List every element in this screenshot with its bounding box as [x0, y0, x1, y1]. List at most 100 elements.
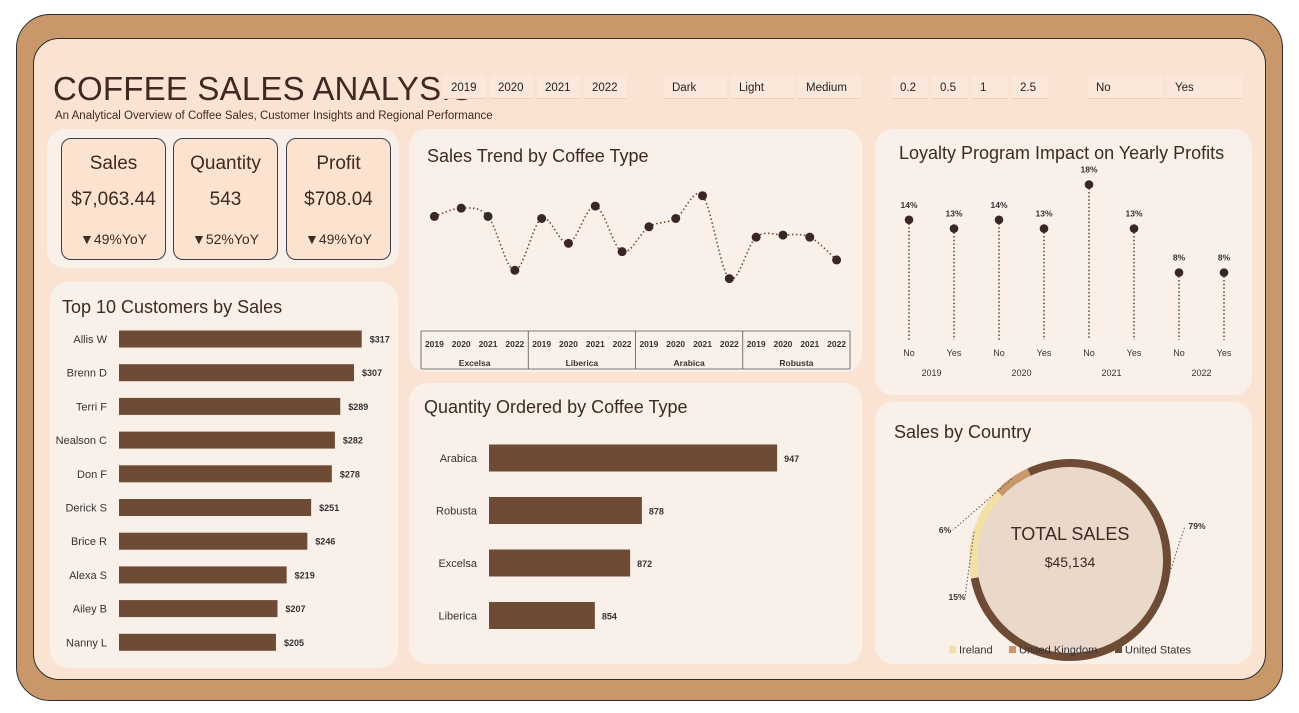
donut-slice	[996, 468, 1031, 497]
quantity-value-label: 872	[637, 559, 652, 569]
slicer-size-2-5[interactable]: 2.5	[1012, 75, 1048, 99]
donut-center-value: $45,134	[1045, 554, 1096, 570]
slicer-size-0-5[interactable]: 0.5	[932, 75, 968, 99]
quantity-bar	[489, 444, 778, 472]
slicer-size-0-2[interactable]: 0.2	[892, 75, 928, 99]
slicer-year-2021[interactable]: 2021	[537, 75, 580, 99]
customer-bar	[119, 330, 362, 348]
trend-year-tick: 2020	[559, 339, 578, 349]
loyalty-year-label: 2020	[1011, 368, 1031, 378]
quantity-bar	[489, 549, 631, 577]
slicer-year-2020[interactable]: 2020	[490, 75, 533, 99]
customer-name-label: Allis W	[73, 334, 107, 346]
kpi-card-profit: Profit $708.04 ▼49%YoY	[286, 138, 391, 260]
trend-year-tick: 2020	[666, 339, 685, 349]
slicer-loyalty-yes[interactable]: Yes	[1167, 75, 1242, 99]
customer-bar	[119, 364, 355, 382]
country-chart: TOTAL SALES $45,134 15% 6% 79% Ireland United …	[939, 459, 1206, 661]
kpi-value: $7,063.44	[71, 189, 156, 210]
donut-value-label: 79%	[1188, 521, 1205, 531]
quantity-chart: Arabica 947 Robusta 878 Excelsa 872 Liberica 85…	[436, 444, 799, 629]
trend-point	[510, 265, 520, 275]
trend-group-label: Arabica	[674, 358, 705, 368]
customer-name-label: Alexa S	[69, 570, 107, 582]
kpi-value: 543	[209, 189, 242, 210]
trend-year-tick: 2021	[479, 339, 498, 349]
loyalty-chart: 14% No 13% Yes 14% No 13% Yes 18% No 13% Yes 8% No 8% Y…	[900, 165, 1231, 378]
donut-center	[977, 467, 1163, 653]
customer-bar	[119, 431, 335, 449]
trend-year-tick: 2021	[800, 339, 819, 349]
trend-point	[698, 191, 708, 201]
donut-leader-line	[952, 478, 1012, 531]
loyalty-value-label: 13%	[1035, 209, 1052, 219]
trend-point	[563, 238, 573, 248]
quantity-value-label: 878	[649, 507, 664, 517]
customer-name-label: Nealson C	[56, 435, 107, 447]
slicer-size-1[interactable]: 1	[972, 75, 1008, 99]
kpi-label: Quantity	[190, 153, 261, 174]
trend-year-tick: 2020	[774, 339, 793, 349]
trend-year-tick: 2022	[505, 339, 524, 349]
kpi-value: $708.04	[304, 189, 373, 210]
page-title: COFFEE SALES ANALYSIS	[53, 70, 473, 107]
trend-point	[751, 232, 761, 242]
loyalty-category-tick: Yes	[947, 348, 962, 358]
quantity-bar	[489, 497, 642, 524]
customer-value-label: $251	[319, 503, 339, 513]
slicer-roast-dark[interactable]: Dark	[664, 75, 727, 99]
customer-value-label: $205	[284, 638, 304, 648]
sales-trend-line	[434, 192, 838, 281]
customer-value-label: $246	[315, 537, 335, 547]
coffee-type-label: Liberica	[438, 611, 477, 623]
loyalty-category-tick: No	[903, 348, 915, 358]
donut-value-label: 6%	[939, 525, 952, 535]
slicer-roast-light[interactable]: Light	[731, 75, 794, 99]
kpi-yoy: ▼49%YoY	[79, 231, 148, 247]
customer-name-label: Nanny L	[66, 637, 107, 649]
loyalty-value-label: 14%	[990, 200, 1007, 210]
trend-point	[832, 255, 842, 265]
customer-value-label: $289	[348, 402, 368, 412]
donut-value-label: 15%	[948, 592, 965, 602]
loyalty-title: Loyalty Program Impact on Yearly Profits	[899, 143, 1225, 163]
trend-year-tick: 2019	[425, 339, 444, 349]
customer-bar	[119, 397, 341, 415]
loyalty-value-label: 18%	[1080, 165, 1097, 175]
trend-year-tick: 2022	[720, 339, 739, 349]
customer-name-label: Ailey B	[73, 604, 107, 616]
trend-year-tick: 2021	[586, 339, 605, 349]
customer-bar	[119, 566, 287, 584]
loyalty-point	[904, 215, 914, 225]
loyalty-year-label: 2021	[1101, 368, 1121, 378]
trend-year-tick: 2019	[747, 339, 766, 349]
loyalty-category-tick: Yes	[1127, 348, 1142, 358]
trend-year-tick: 2019	[532, 339, 551, 349]
loyalty-point	[1174, 268, 1184, 277]
trend-group-label: Excelsa	[459, 358, 491, 368]
trend-point	[429, 211, 439, 221]
legend-swatch	[1115, 646, 1122, 653]
legend-label: United States	[1125, 645, 1192, 657]
loyalty-point	[1084, 180, 1094, 189]
customer-value-label: $207	[285, 604, 305, 614]
slicer-year-2019[interactable]: 2019	[443, 75, 486, 99]
customer-value-label: $278	[340, 469, 360, 479]
kpi-card-quantity: Quantity 543 ▼52%YoY	[173, 138, 278, 260]
customer-name-label: Brice R	[71, 536, 107, 548]
loyalty-category-tick: No	[1083, 348, 1095, 358]
trend-point	[483, 211, 493, 221]
loyalty-point	[1039, 224, 1049, 233]
quantity-value-label: 854	[602, 612, 617, 622]
sales-trend-title: Sales Trend by Coffee Type	[427, 146, 649, 166]
loyalty-value-label: 13%	[1125, 209, 1142, 219]
slicer-loyalty-no[interactable]: No	[1088, 75, 1163, 99]
trend-point	[644, 222, 654, 232]
loyalty-point	[1219, 268, 1229, 277]
customer-name-label: Derick S	[65, 503, 107, 515]
customer-bar	[119, 532, 308, 550]
customer-bar	[119, 465, 332, 483]
slicer-roast-medium[interactable]: Medium	[798, 75, 861, 99]
slicer-year-2022[interactable]: 2022	[584, 75, 627, 99]
trend-year-tick: 2019	[639, 339, 658, 349]
